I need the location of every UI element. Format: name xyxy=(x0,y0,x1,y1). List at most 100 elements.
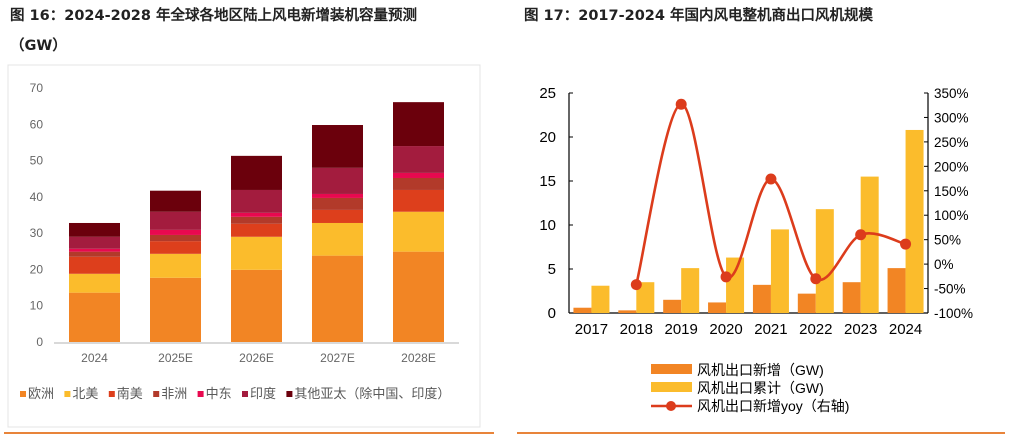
left-x-tick-label: 2026E xyxy=(239,351,274,365)
right-bar-new xyxy=(663,299,682,313)
right-yoy-point xyxy=(765,173,777,185)
right-bar-new xyxy=(752,284,771,313)
left-y-tick-label: 30 xyxy=(30,226,44,240)
left-legend-swatch xyxy=(286,391,293,397)
left-legend-swatch xyxy=(64,391,71,397)
right-y-tick-label: 0 xyxy=(548,305,556,322)
left-bar-segment xyxy=(150,253,201,278)
left-bar-segment xyxy=(231,212,282,217)
left-bar-segment xyxy=(231,223,282,237)
left-bar-segment xyxy=(150,277,201,342)
right-legend-swatch-yoy-point xyxy=(666,401,676,411)
right-legend-label: 风机出口累计（GW) xyxy=(697,380,824,396)
left-legend-swatch xyxy=(153,391,160,397)
right-bar-cumulative xyxy=(860,176,879,313)
right-y2-tick-label: -50% xyxy=(934,282,966,297)
left-x-tick-label: 2027E xyxy=(320,351,355,365)
right-legend-swatch-new xyxy=(651,364,692,374)
left-legend-label: 其他亚太（除中国、印度） xyxy=(294,386,450,401)
left-bar-segment xyxy=(231,236,282,270)
left-bar-segment xyxy=(69,248,120,252)
right-x-tick-label: 2017 xyxy=(575,321,608,338)
left-bar-segment xyxy=(150,190,201,212)
right-y2-tick-label: 250% xyxy=(934,135,969,150)
right-y2-tick-label: 0% xyxy=(934,257,954,272)
left-bar-segment xyxy=(150,241,201,254)
left-bar-segment xyxy=(393,211,444,252)
left-y-tick-label: 10 xyxy=(30,299,44,313)
right-y2-tick-label: 150% xyxy=(934,184,969,199)
right-y2-tick-label: 350% xyxy=(934,86,969,101)
left-chart-unit: （GW） xyxy=(10,38,67,54)
left-legend-swatch xyxy=(242,391,248,397)
right-bar-cumulative xyxy=(726,257,745,313)
left-bar-segment xyxy=(312,125,363,168)
left-y-tick-label: 50 xyxy=(30,154,44,168)
right-bar-cumulative xyxy=(681,268,700,313)
right-legend-label: 风机出口新增yoy（右轴) xyxy=(697,398,849,414)
right-bar-cumulative xyxy=(591,285,610,313)
left-bar-segment xyxy=(150,211,201,230)
left-bar-segment xyxy=(150,229,201,235)
right-x-tick-label: 2022 xyxy=(799,321,832,338)
left-chart-title: 图 16：2024-2028 年全球各地区陆上风电新增装机容量预测 xyxy=(10,8,418,24)
right-y2-tick-label: 100% xyxy=(934,208,969,223)
left-bar-segment xyxy=(312,209,363,223)
right-bar-new xyxy=(887,268,906,313)
left-y-tick-label: 0 xyxy=(36,335,43,349)
left-y-tick-label: 20 xyxy=(30,262,44,276)
right-y2-tick-label: 200% xyxy=(934,159,969,174)
left-bar-segment xyxy=(312,222,363,256)
left-bar-segment xyxy=(393,177,444,190)
left-legend-label: 中东 xyxy=(206,386,232,401)
left-x-tick-label: 2024 xyxy=(81,351,108,365)
left-legend-label: 欧洲 xyxy=(28,386,54,401)
left-legend-swatch xyxy=(108,391,115,397)
right-bar-cumulative xyxy=(636,282,655,313)
left-bar-segment xyxy=(393,251,444,342)
right-y-tick-label: 5 xyxy=(548,261,556,278)
left-bar-segment xyxy=(150,234,201,242)
left-bar-segment xyxy=(69,292,120,342)
left-bar-segment xyxy=(231,269,282,342)
right-x-tick-label: 2019 xyxy=(665,321,698,338)
right-bar-new xyxy=(708,302,727,313)
right-y2-tick-label: -100% xyxy=(934,306,973,321)
right-yoy-point xyxy=(630,279,642,291)
left-bar-segment xyxy=(69,256,120,274)
right-yoy-point xyxy=(810,273,822,285)
right-bar-new xyxy=(618,310,637,313)
right-bar-cumulative xyxy=(815,209,834,313)
left-legend-label: 非洲 xyxy=(161,386,187,401)
right-chart-title: 图 17：2017-2024 年国内风电整机商出口风机规模 xyxy=(524,8,874,24)
right-x-tick-label: 2018 xyxy=(620,321,653,338)
left-legend-swatch xyxy=(197,391,204,397)
left-y-tick-label: 60 xyxy=(30,117,44,131)
right-divider xyxy=(517,432,1005,434)
right-yoy-point xyxy=(900,238,912,250)
right-y-tick-label: 15 xyxy=(539,173,556,190)
right-legend-swatch-cumulative xyxy=(651,382,692,392)
left-bar-segment xyxy=(393,189,444,212)
left-legend-label: 北美 xyxy=(72,386,98,401)
left-bar-segment xyxy=(69,273,120,293)
left-y-tick-label: 70 xyxy=(30,81,44,95)
right-bar-new xyxy=(842,282,861,313)
right-bar-new xyxy=(797,293,816,313)
left-bar-segment xyxy=(231,216,282,224)
right-bar-new xyxy=(573,307,592,313)
left-bar-segment xyxy=(69,251,120,257)
left-legend-swatch xyxy=(20,391,26,397)
left-bar-segment xyxy=(312,255,363,342)
right-x-tick-label: 2024 xyxy=(889,321,922,338)
right-y2-tick-label: 300% xyxy=(934,110,969,125)
left-bar-segment xyxy=(231,189,282,213)
left-bar-segment xyxy=(393,146,444,173)
right-y2-tick-label: 50% xyxy=(934,233,961,248)
left-bar-segment xyxy=(312,193,363,198)
right-y-tick-label: 10 xyxy=(539,217,556,234)
right-x-tick-label: 2023 xyxy=(844,321,877,338)
left-bar-segment xyxy=(312,197,363,210)
right-yoy-point xyxy=(855,229,867,241)
